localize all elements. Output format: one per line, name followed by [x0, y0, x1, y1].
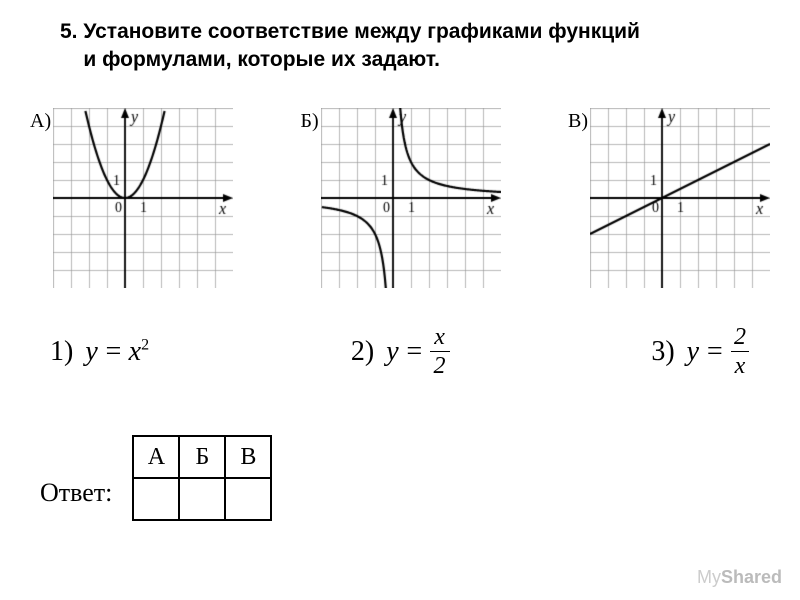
formula-2-num: 2)	[351, 336, 374, 368]
answer-cell-v[interactable]	[225, 478, 271, 520]
formula-3-top: 2	[730, 325, 750, 351]
answer-header-a: А	[133, 436, 179, 478]
question-line2: и формулами, которые их задают.	[83, 48, 440, 71]
formulas-row: 1) y = x2 2) y = x 2 3) y = 2 x	[50, 325, 750, 378]
graph-canvas-a	[53, 108, 233, 288]
question-number: 5.	[60, 20, 78, 43]
formula-3-bot: x	[731, 351, 750, 378]
answer-cell-b[interactable]	[179, 478, 225, 520]
formula-3: 3) y = 2 x	[651, 325, 750, 378]
formula-1-num: 1)	[50, 336, 73, 368]
graph-block-a: А)	[30, 108, 233, 288]
formula-2-bot: 2	[430, 351, 450, 378]
graph-canvas-v	[590, 108, 770, 288]
watermark: MyShared	[697, 567, 782, 588]
graph-label-a: А)	[30, 110, 51, 133]
graphs-row: А) Б) В)	[30, 108, 770, 288]
graph-block-v: В)	[568, 108, 770, 288]
formula-2-top: x	[430, 325, 449, 351]
answer-row: Ответ: А Б В	[40, 435, 272, 521]
answer-cell-a[interactable]	[133, 478, 179, 520]
formula-3-lhs: y	[687, 336, 699, 368]
formula-2: 2) y = x 2	[351, 325, 450, 378]
answer-header-v: В	[225, 436, 271, 478]
graph-block-b: Б)	[300, 108, 500, 288]
watermark-my: My	[697, 567, 721, 587]
formula-1-exp: 2	[141, 336, 149, 353]
graph-canvas-b	[321, 108, 501, 288]
formula-1-lhs: y	[85, 336, 97, 368]
answer-header-b: Б	[179, 436, 225, 478]
formula-2-lhs: y	[386, 336, 398, 368]
answer-label: Ответ:	[40, 478, 112, 508]
graph-label-b: Б)	[300, 110, 318, 133]
formula-1: 1) y = x2	[50, 336, 149, 368]
question-text: 5. Установите соответствие между графика…	[60, 18, 770, 75]
watermark-shared: Shared	[721, 567, 782, 587]
formula-1-base: x	[129, 336, 141, 367]
graph-label-v: В)	[568, 110, 588, 133]
question-line1: Установите соответствие между графиками …	[83, 20, 640, 43]
formula-3-num: 3)	[651, 336, 674, 368]
answer-table: А Б В	[132, 435, 272, 521]
